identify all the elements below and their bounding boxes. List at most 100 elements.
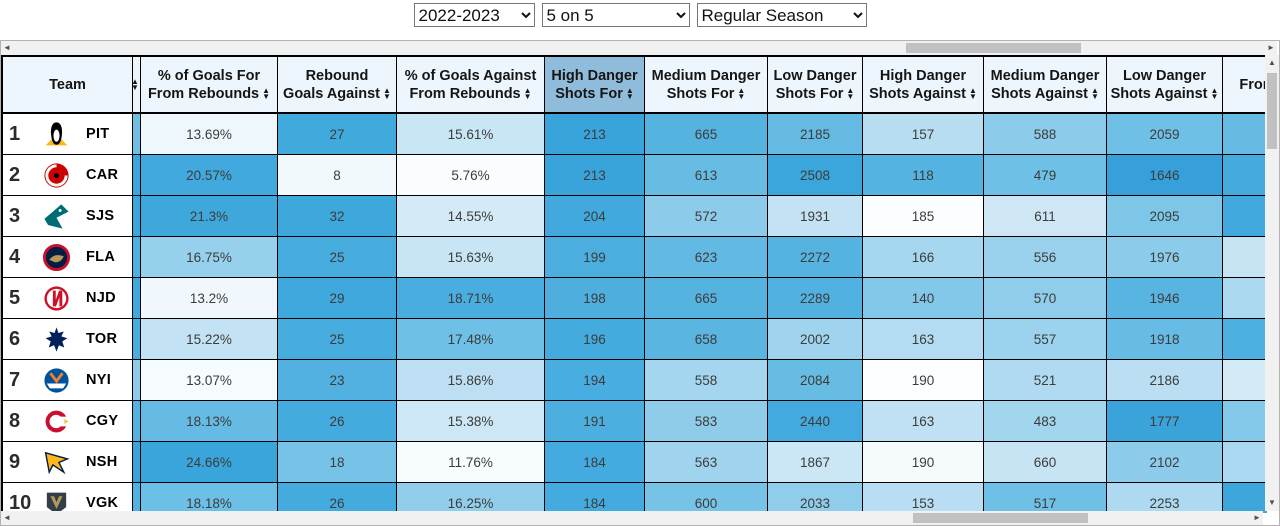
stat-cell-high-danger-shots-for: 213 (545, 114, 645, 154)
scroll-up-icon[interactable]: ▲ (1268, 58, 1276, 67)
horizontal-scrollbar-top-thumb[interactable] (906, 43, 1081, 53)
stat-cell-medium-danger-shots-against: 556 (984, 237, 1107, 277)
sort-icon: ▲▼ (969, 85, 977, 101)
team-cell-SJS[interactable]: 3 SJS (3, 196, 133, 236)
horizontal-scrollbar-bottom[interactable]: ◄ ► (1, 511, 1263, 525)
hidden-column-edge-cell (133, 483, 141, 513)
stat-cell-low-danger-shots-against: 1646 (1107, 155, 1223, 195)
column-header-low-danger-shots-against[interactable]: Low Danger Shots Against ▲ ▼ (1107, 57, 1223, 112)
vertical-scrollbar[interactable]: ▲ ▼ (1265, 55, 1279, 511)
team-cell-TOR[interactable]: 6 TOR (3, 319, 133, 359)
cgy-logo-icon (41, 406, 71, 436)
stat-cell-rebound-goals-against: 26 (278, 483, 397, 513)
team-cell-VGK[interactable]: 10 VGK (3, 483, 133, 513)
table-row: 1 PIT 13.69% 27 15.61% 213 665 2185 157 588 2059 (3, 114, 1267, 155)
stat-cell-pct-goals-for-from-rebounds: 18.13% (141, 401, 278, 441)
stat-cell-rebound-goals-against: 29 (278, 278, 397, 318)
team-cell-CAR[interactable]: 2 CAR (3, 155, 133, 195)
stat-cell-pct-goals-against-from-rebounds: 18.71% (397, 278, 545, 318)
stat-cell-high-danger-shots-for: 184 (545, 483, 645, 513)
column-header-label: From Rebounds ▲ ▼ (409, 85, 532, 102)
stat-cell-high-danger-shots-for: 199 (545, 237, 645, 277)
scroll-left-icon[interactable]: ◄ (3, 43, 11, 52)
stat-cell-high-danger-shots-for: 198 (545, 278, 645, 318)
column-header-clipped-column[interactable]: From (1223, 57, 1267, 112)
stat-cell-medium-danger-shots-against: 570 (984, 278, 1107, 318)
sort-icon: ▲▼ (1091, 85, 1099, 101)
table-row: 10 VGK 18.18% 26 16.25% 184 600 2033 153 517 2253 (3, 483, 1267, 513)
scroll-right-icon[interactable]: ► (1253, 513, 1261, 522)
nsh-logo-icon (41, 447, 71, 477)
stat-cell-pct-goals-for-from-rebounds: 24.66% (141, 442, 278, 482)
stat-cell-low-danger-shots-for: 2033 (768, 483, 863, 513)
pit-logo-icon (41, 119, 71, 149)
game-type-select[interactable]: Regular Season (696, 3, 867, 27)
table-row: 5 NJD 13.2% 29 18.71% 198 665 2289 140 570 1946 (3, 278, 1267, 319)
stat-cell-medium-danger-shots-against: 517 (984, 483, 1107, 513)
stat-cell-clipped-column (1223, 483, 1267, 513)
team-cell-PIT[interactable]: 1 PIT (3, 114, 133, 154)
team-cell-NJD[interactable]: 5 NJD (3, 278, 133, 318)
stat-cell-high-danger-shots-against: 190 (863, 360, 984, 400)
stat-cell-high-danger-shots-against: 185 (863, 196, 984, 236)
hidden-column-edge-cell (133, 319, 141, 359)
stat-cell-pct-goals-against-from-rebounds: 17.48% (397, 319, 545, 359)
column-header-rebound-goals-against[interactable]: Rebound Goals Against ▲ ▼ (278, 57, 397, 112)
column-header-pct-goals-against-from-rebounds[interactable]: % of Goals Against From Rebounds ▲ ▼ (397, 57, 545, 112)
column-header-hidden-column-edge[interactable]: ▲▼ (133, 57, 141, 112)
stat-cell-pct-goals-against-from-rebounds: 15.63% (397, 237, 545, 277)
stat-cell-rebound-goals-against: 23 (278, 360, 397, 400)
stat-cell-pct-goals-for-from-rebounds: 16.75% (141, 237, 278, 277)
team-cell-NYI[interactable]: 7 NYI (3, 360, 133, 400)
stat-cell-low-danger-shots-for: 2508 (768, 155, 863, 195)
team-cell-CGY[interactable]: 8 CGY (3, 401, 133, 441)
scroll-left-icon[interactable]: ◄ (3, 513, 11, 522)
stat-cell-low-danger-shots-against: 2095 (1107, 196, 1223, 236)
stat-cell-medium-danger-shots-for: 665 (645, 278, 768, 318)
sort-icon: ▲▼ (133, 77, 139, 91)
stat-cell-medium-danger-shots-against: 611 (984, 196, 1107, 236)
column-header-label: High Danger (551, 67, 638, 84)
horizontal-scrollbar-top[interactable]: ◄ ► (1, 41, 1277, 55)
column-header-label: Shots For ▲ ▼ (555, 85, 634, 102)
stat-cell-low-danger-shots-for: 1931 (768, 196, 863, 236)
column-header-high-danger-shots-against[interactable]: High Danger Shots Against ▲ ▼ (863, 57, 984, 112)
stat-cell-medium-danger-shots-for: 563 (645, 442, 768, 482)
column-header-label: % of Goals For (157, 67, 261, 84)
strength-select[interactable]: 5 on 5 (541, 3, 690, 27)
scroll-right-icon[interactable]: ► (1267, 43, 1275, 52)
column-header-label: ▲▼ (133, 77, 139, 91)
vertical-scrollbar-thumb[interactable] (1267, 73, 1277, 149)
stat-cell-low-danger-shots-for: 2084 (768, 360, 863, 400)
column-header-pct-goals-for-from-rebounds[interactable]: % of Goals For From Rebounds ▲ ▼ (141, 57, 278, 112)
stat-cell-high-danger-shots-against: 118 (863, 155, 984, 195)
stat-cell-pct-goals-for-from-rebounds: 20.57% (141, 155, 278, 195)
hidden-column-edge-cell (133, 401, 141, 441)
team-cell-NSH[interactable]: 9 NSH (3, 442, 133, 482)
column-header-high-danger-shots-for[interactable]: High Danger Shots For ▲ ▼ (545, 57, 645, 112)
column-header-team[interactable]: Team (3, 57, 133, 112)
column-header-medium-danger-shots-against[interactable]: Medium Danger Shots Against ▲ ▼ (984, 57, 1107, 112)
team-rank: 6 (9, 327, 21, 350)
scroll-down-icon[interactable]: ▼ (1268, 498, 1276, 507)
sort-icon: ▲▼ (625, 85, 634, 101)
team-abbreviation: NYI (86, 372, 112, 388)
team-abbreviation: CGY (86, 413, 119, 429)
tor-logo-icon (41, 324, 71, 354)
team-abbreviation: CAR (86, 167, 119, 183)
season-select[interactable]: 2022-2023 (413, 3, 535, 27)
stat-cell-clipped-column (1223, 155, 1267, 195)
hidden-column-edge-cell (133, 278, 141, 318)
column-header-label: Shots For ▲ ▼ (775, 85, 855, 102)
sort-icon: ▲▼ (1210, 85, 1219, 101)
horizontal-scrollbar-bottom-thumb[interactable] (913, 513, 1088, 523)
stat-cell-pct-goals-against-from-rebounds: 15.86% (397, 360, 545, 400)
column-header-medium-danger-shots-for[interactable]: Medium Danger Shots For ▲ ▼ (645, 57, 768, 112)
stat-cell-high-danger-shots-for: 196 (545, 319, 645, 359)
stat-cell-pct-goals-for-from-rebounds: 18.18% (141, 483, 278, 513)
stat-cell-medium-danger-shots-for: 558 (645, 360, 768, 400)
team-cell-FLA[interactable]: 4 FLA (3, 237, 133, 277)
column-header-low-danger-shots-for[interactable]: Low Danger Shots For ▲ ▼ (768, 57, 863, 112)
